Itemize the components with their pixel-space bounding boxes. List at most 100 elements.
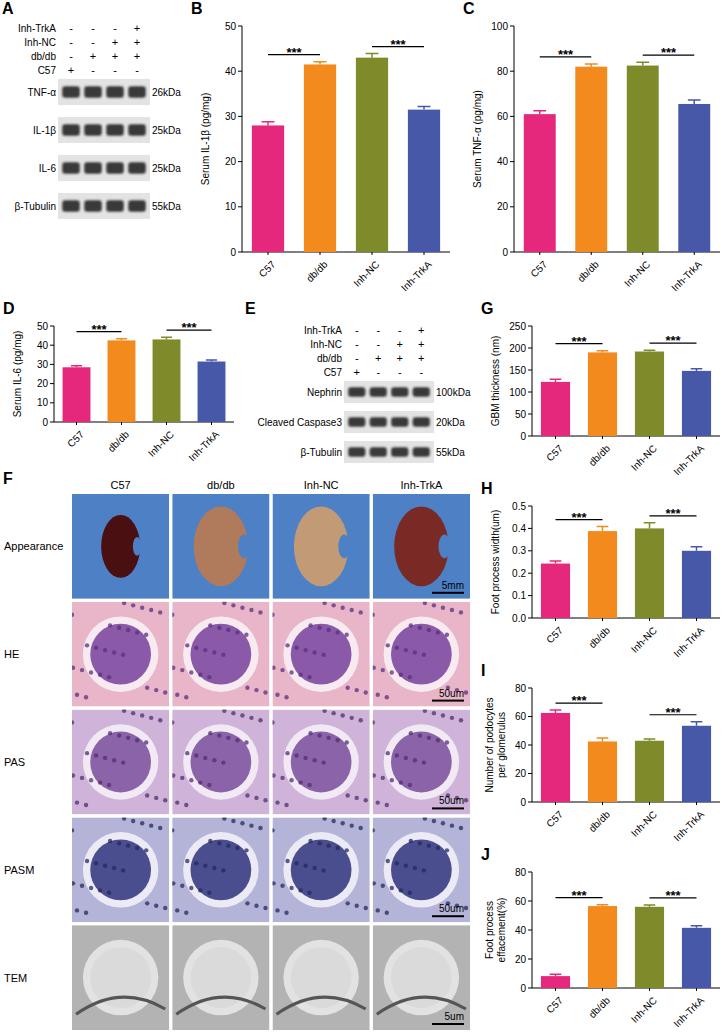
panel-letter: F (3, 470, 13, 487)
band-label-line: IL-1β (33, 125, 56, 136)
nucleus (308, 839, 312, 843)
bar (541, 713, 570, 802)
nucleus (418, 626, 422, 630)
error-bar (262, 122, 275, 126)
glomerulus-space (283, 832, 358, 907)
nucleus (222, 710, 226, 713)
nucleus (184, 911, 188, 915)
condition-sign: + (134, 50, 140, 62)
nucleus (258, 826, 262, 830)
band-label: β-Tubulin (300, 447, 342, 458)
blot-band (84, 86, 102, 97)
y-tick (50, 364, 54, 365)
glomerulus-space (283, 724, 358, 799)
glomerulus (291, 732, 352, 793)
x-tick-label: Inh-NC (622, 259, 652, 289)
band-label: TNF-α (27, 87, 56, 98)
x-tick (642, 252, 643, 255)
nucleus (432, 819, 436, 823)
nucleus (263, 906, 267, 910)
blot-band (62, 200, 80, 211)
nucleus (84, 911, 88, 915)
marks (541, 905, 711, 988)
nucleus (203, 756, 207, 760)
x-tick (555, 802, 556, 805)
y-tick (528, 370, 532, 371)
nucleus (103, 648, 107, 652)
error-bar (533, 111, 546, 114)
band-label: Nephrin (307, 387, 342, 398)
nucleus (203, 648, 207, 652)
error-bar (691, 926, 703, 928)
nucleus (85, 643, 89, 647)
nucleus (275, 693, 279, 697)
micrograph-background (72, 710, 169, 815)
nucleus (184, 695, 188, 699)
nucleus (326, 736, 330, 740)
nucleus (72, 773, 75, 777)
nucleus (245, 793, 249, 797)
nucleus (158, 826, 162, 830)
nucleus (399, 888, 403, 892)
x-tick (320, 252, 321, 255)
column-header: Inh-NC (304, 479, 339, 491)
glomerulus-space (183, 724, 258, 799)
nucleus (207, 783, 211, 787)
x-tick-label: Inh-NC (629, 809, 659, 839)
nucleus (131, 603, 135, 607)
nucleus (117, 733, 121, 737)
y-tick-label: 50 (515, 409, 527, 420)
y-axis-title-line: Serum TNF-α (pg/mg) (472, 90, 483, 188)
nucleus (235, 738, 239, 742)
condition-sign: + (112, 50, 118, 62)
blot-band (128, 200, 146, 211)
nucleus (450, 716, 454, 720)
nucleus (208, 839, 212, 843)
chart-panel: HFoot process width(um)0.00.10.20.30.40.… (481, 480, 720, 659)
nucleus (298, 673, 302, 677)
y-axis-title: GBM thickness (nm) (490, 336, 501, 427)
nucleus (108, 623, 112, 627)
condition-sign: - (355, 324, 359, 336)
y-tick-label: 0.1 (512, 590, 526, 601)
glomerulus-space (183, 832, 258, 907)
condition-sign: - (91, 22, 95, 34)
bar (63, 367, 91, 422)
nucleus (413, 650, 417, 654)
x-tick (649, 618, 650, 621)
nucleus (386, 859, 390, 863)
band-label: β-Tubulin (14, 201, 56, 212)
error-bar (597, 905, 609, 906)
x-tick (166, 422, 167, 425)
nucleus (98, 673, 102, 677)
nucleus (385, 695, 389, 699)
x-tick (649, 988, 650, 991)
marks (524, 62, 710, 252)
y-tick (528, 326, 532, 327)
glomerulus (190, 624, 251, 685)
marks (541, 523, 711, 618)
marks (252, 54, 440, 252)
nucleus (409, 839, 413, 843)
y-tick (528, 802, 532, 803)
nucleus (185, 751, 189, 755)
nucleus (245, 901, 249, 905)
nucleus (75, 693, 79, 697)
y-axis-title: Number of podocytesper glomerulus (484, 697, 507, 792)
condition-sign: - (398, 366, 402, 378)
error-bar (71, 366, 82, 368)
nucleus (154, 688, 158, 692)
nucleus (121, 760, 125, 764)
micrograph-background (172, 817, 269, 922)
blot-membrane (344, 411, 434, 433)
nucleus (390, 778, 394, 782)
band-label-line: TNF-α (27, 87, 56, 98)
nucleus (418, 733, 422, 737)
nucleus (72, 613, 74, 617)
condition-sign: + (134, 22, 140, 34)
nucleus (244, 848, 248, 852)
condition-sign: + (112, 36, 118, 48)
nucleus (422, 653, 426, 657)
blot-band (84, 162, 102, 173)
bar (252, 125, 284, 252)
